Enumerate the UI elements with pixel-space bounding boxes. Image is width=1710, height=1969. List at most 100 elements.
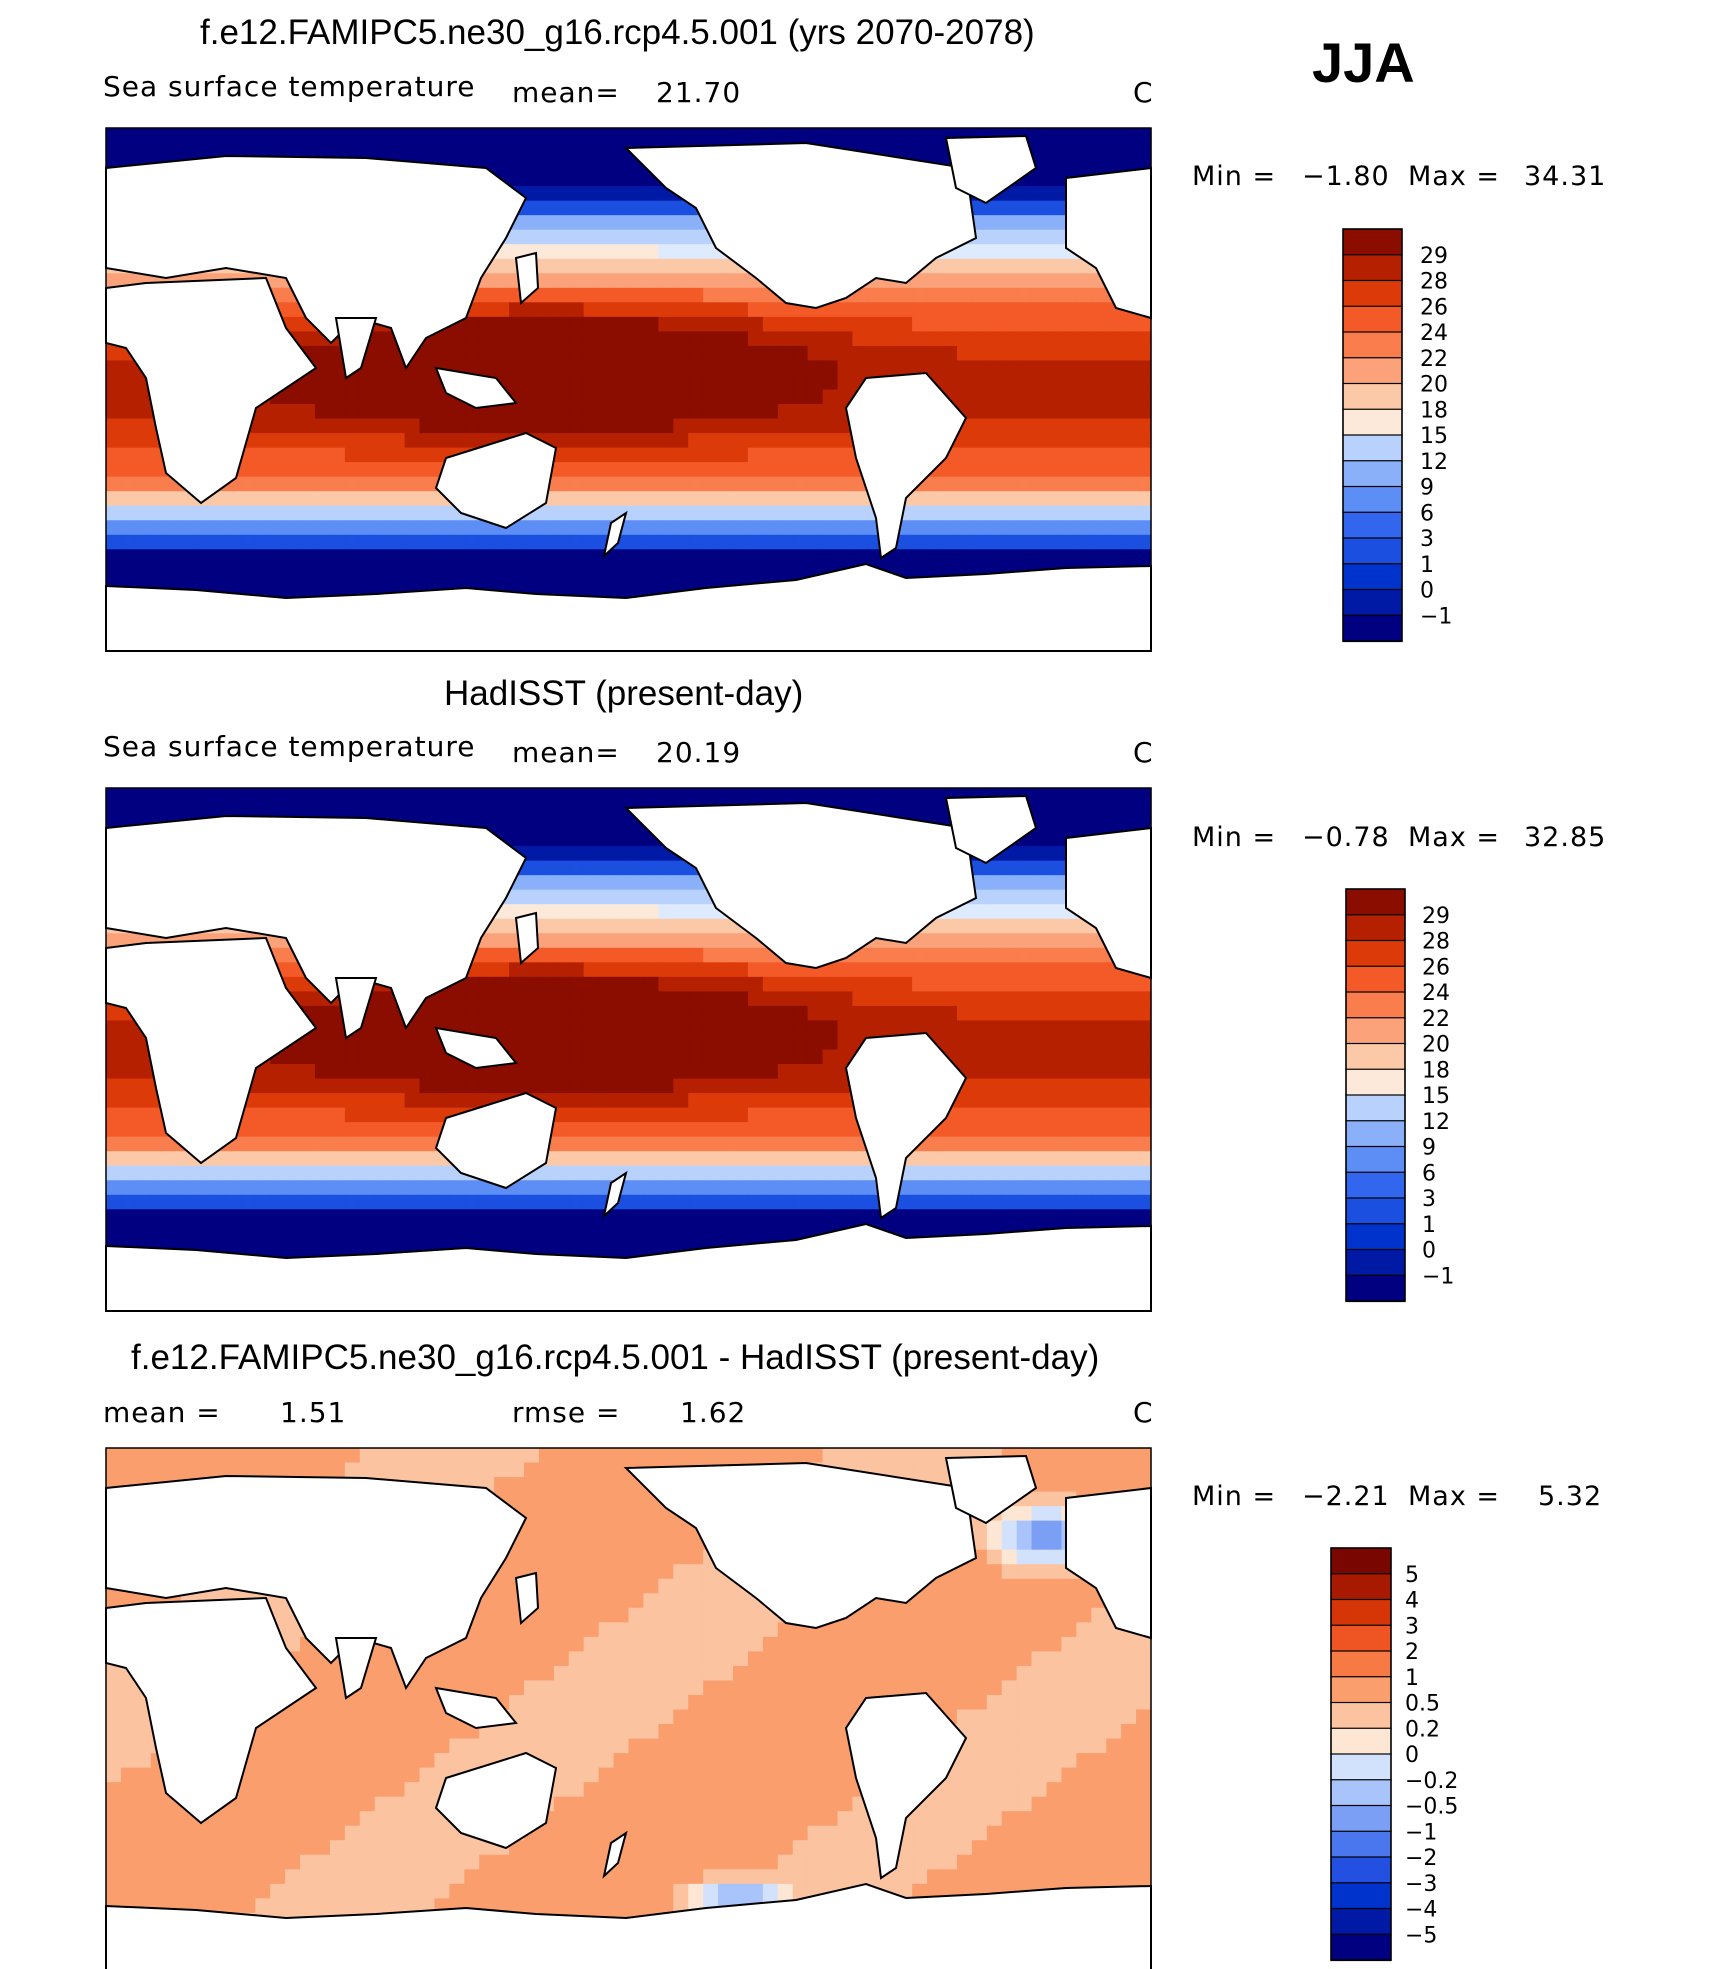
- field-cell: [315, 788, 331, 804]
- field-cell: [1016, 360, 1033, 376]
- field-cell: [733, 1165, 749, 1181]
- field-cell: [1031, 889, 1048, 905]
- field-cell: [703, 1223, 719, 1239]
- field-cell: [300, 1122, 316, 1138]
- field-cell: [837, 534, 854, 550]
- field-cell: [613, 1238, 630, 1254]
- field-cell: [643, 1238, 659, 1254]
- field-cell: [1001, 534, 1018, 550]
- field-cell: [882, 788, 898, 804]
- field-cell: [583, 534, 600, 550]
- field-cell: [792, 534, 809, 550]
- field-cell: [315, 578, 331, 594]
- field-cell: [344, 788, 361, 804]
- field-cell: [643, 200, 659, 216]
- field-cell: [1031, 1194, 1048, 1210]
- field-cell: [852, 520, 868, 536]
- field-cell: [106, 1093, 122, 1109]
- field-cell: [329, 505, 346, 521]
- field-cell: [658, 1238, 674, 1254]
- field-cell: [270, 1151, 286, 1167]
- field-cell: [688, 433, 704, 449]
- field-cell: [1016, 273, 1033, 289]
- field-cell: [120, 389, 137, 405]
- field-cell: [359, 476, 376, 492]
- panel1-min-label: Min =: [1192, 161, 1277, 192]
- field-cell: [1091, 142, 1107, 158]
- field-cell: [1076, 491, 1092, 507]
- field-cell: [613, 1107, 630, 1123]
- field-cell: [1121, 1093, 1137, 1109]
- field-cell: [553, 918, 570, 934]
- field-cell: [538, 563, 555, 579]
- field-cell: [1076, 1093, 1092, 1109]
- field-cell: [1001, 875, 1018, 891]
- field-cell: [822, 1136, 839, 1152]
- field-cell: [1001, 287, 1018, 303]
- field-cell: [1016, 345, 1033, 362]
- field-cell: [553, 860, 570, 876]
- field-cell: [255, 447, 271, 463]
- field-cell: [792, 1049, 809, 1065]
- field-cell: [1046, 1209, 1063, 1225]
- field-cell: [643, 244, 659, 260]
- field-cell: [106, 933, 122, 949]
- field-cell: [867, 991, 883, 1007]
- field-cell: [494, 404, 510, 420]
- field-cell: [255, 1238, 271, 1254]
- field-cell: [673, 244, 689, 260]
- field-cell: [329, 128, 346, 144]
- field-cell: [583, 1093, 600, 1109]
- field-cell: [822, 374, 839, 391]
- field-cell: [538, 578, 555, 594]
- field-cell: [703, 244, 719, 260]
- field-cell: [1091, 1122, 1107, 1138]
- field-cell: [822, 1020, 839, 1036]
- field-cell: [1046, 933, 1063, 949]
- field-cell: [165, 1165, 182, 1181]
- field-cell: [598, 1049, 615, 1065]
- field-cell: [822, 447, 839, 463]
- field-cell: [553, 1194, 570, 1210]
- field-cell: [553, 520, 570, 536]
- field-cell: [315, 476, 331, 492]
- field-cell: [329, 360, 346, 376]
- field-cell: [762, 520, 779, 536]
- field-cell: [449, 520, 465, 536]
- field-cell: [927, 142, 943, 158]
- field-cell: [494, 802, 510, 818]
- field-cell: [449, 1064, 465, 1080]
- field-cell: [553, 991, 570, 1007]
- field-cell: [1001, 491, 1018, 507]
- field-cell: [1016, 287, 1033, 303]
- field-cell: [733, 947, 749, 963]
- field-cell: [583, 1238, 600, 1254]
- field-cell: [628, 1064, 645, 1080]
- field-cell: [837, 1180, 854, 1196]
- field-cell: [986, 505, 1003, 521]
- field-cell: [1136, 1020, 1152, 1036]
- field-cell: [1016, 258, 1033, 274]
- field-cell: [762, 433, 779, 449]
- field-cell: [971, 374, 988, 391]
- field-cell: [374, 1093, 391, 1109]
- field-cell: [927, 1020, 943, 1036]
- field-cell: [1061, 374, 1077, 391]
- field-cell: [792, 1034, 809, 1051]
- field-cell: [658, 1064, 674, 1080]
- field-cell: [538, 128, 555, 144]
- field-cell: [195, 1165, 212, 1181]
- field-cell: [1031, 1064, 1048, 1080]
- field-cell: [538, 918, 555, 934]
- field-cell: [598, 918, 615, 934]
- field-cell: [120, 1122, 137, 1138]
- field-cell: [419, 1078, 436, 1094]
- field-cell: [255, 578, 271, 594]
- field-cell: [404, 563, 421, 579]
- field-cell: [225, 563, 241, 579]
- field-cell: [389, 142, 406, 158]
- field-cell: [613, 200, 630, 216]
- field-cell: [434, 1005, 450, 1022]
- field-cell: [598, 186, 615, 202]
- field-cell: [942, 287, 958, 303]
